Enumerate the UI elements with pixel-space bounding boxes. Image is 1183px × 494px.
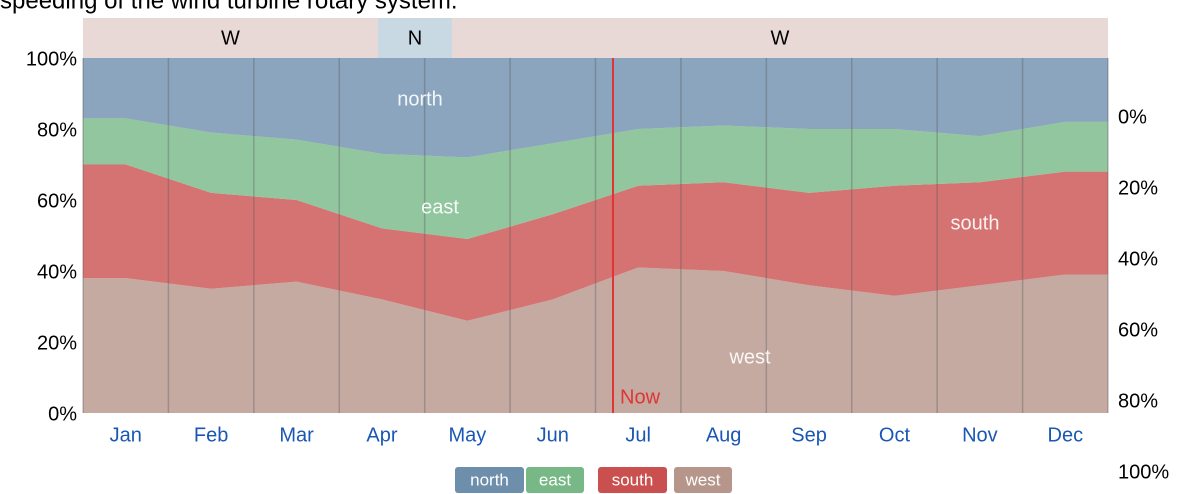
direction-band — [378, 18, 452, 58]
legend-swatch — [526, 467, 584, 493]
x-tick-label: May — [448, 424, 486, 446]
legend-label: north — [470, 470, 509, 489]
y2-tick-label: 40% — [1118, 248, 1158, 270]
area-label: south — [951, 212, 1000, 234]
caption: speeding of the wind turbine rotary syst… — [0, 0, 458, 14]
direction-label: N — [408, 27, 422, 49]
y-tick-label: 40% — [37, 261, 77, 283]
x-tick-label: Nov — [962, 424, 998, 446]
area-label: east — [421, 196, 459, 218]
legend-label: east — [539, 470, 571, 489]
x-tick-label: Sep — [791, 424, 827, 446]
legend-swatch — [455, 467, 524, 493]
y2-tick-label: 60% — [1118, 319, 1158, 341]
legend-swatch — [674, 467, 732, 493]
x-tick-label: Dec — [1048, 424, 1084, 446]
direction-band — [452, 18, 1108, 58]
x-tick-label: Aug — [706, 424, 742, 446]
area — [83, 118, 1108, 240]
legend-swatch — [598, 467, 667, 493]
area — [83, 164, 1108, 321]
y-tick-label: 100% — [26, 48, 77, 70]
y-tick-label: 80% — [37, 119, 77, 141]
legend-label: south — [612, 470, 654, 489]
x-tick-label: Jan — [110, 424, 142, 446]
y2-tick-label: 80% — [1118, 390, 1158, 412]
x-tick-label: Jul — [625, 424, 651, 446]
area — [83, 58, 1108, 158]
y-tick-label: 20% — [37, 332, 77, 354]
direction-label: W — [771, 27, 790, 49]
area-label: north — [397, 88, 443, 110]
now-label: Now — [620, 386, 661, 408]
area — [83, 267, 1108, 413]
legend-label: west — [685, 470, 721, 489]
direction-band — [83, 18, 378, 58]
y-tick-label: 60% — [37, 190, 77, 212]
x-tick-label: Apr — [366, 424, 397, 446]
y-tick-label: 0% — [48, 403, 77, 425]
x-tick-label: Mar — [279, 424, 314, 446]
y2-tick-label: 0% — [1118, 106, 1147, 128]
x-tick-label: Jun — [537, 424, 569, 446]
x-tick-label: Feb — [194, 424, 228, 446]
area-label: west — [728, 346, 771, 368]
y2-tick-label: 20% — [1118, 177, 1158, 199]
x-tick-label: Oct — [879, 424, 911, 446]
y2-tick-label: 100% — [1118, 461, 1169, 483]
direction-label: W — [221, 27, 240, 49]
